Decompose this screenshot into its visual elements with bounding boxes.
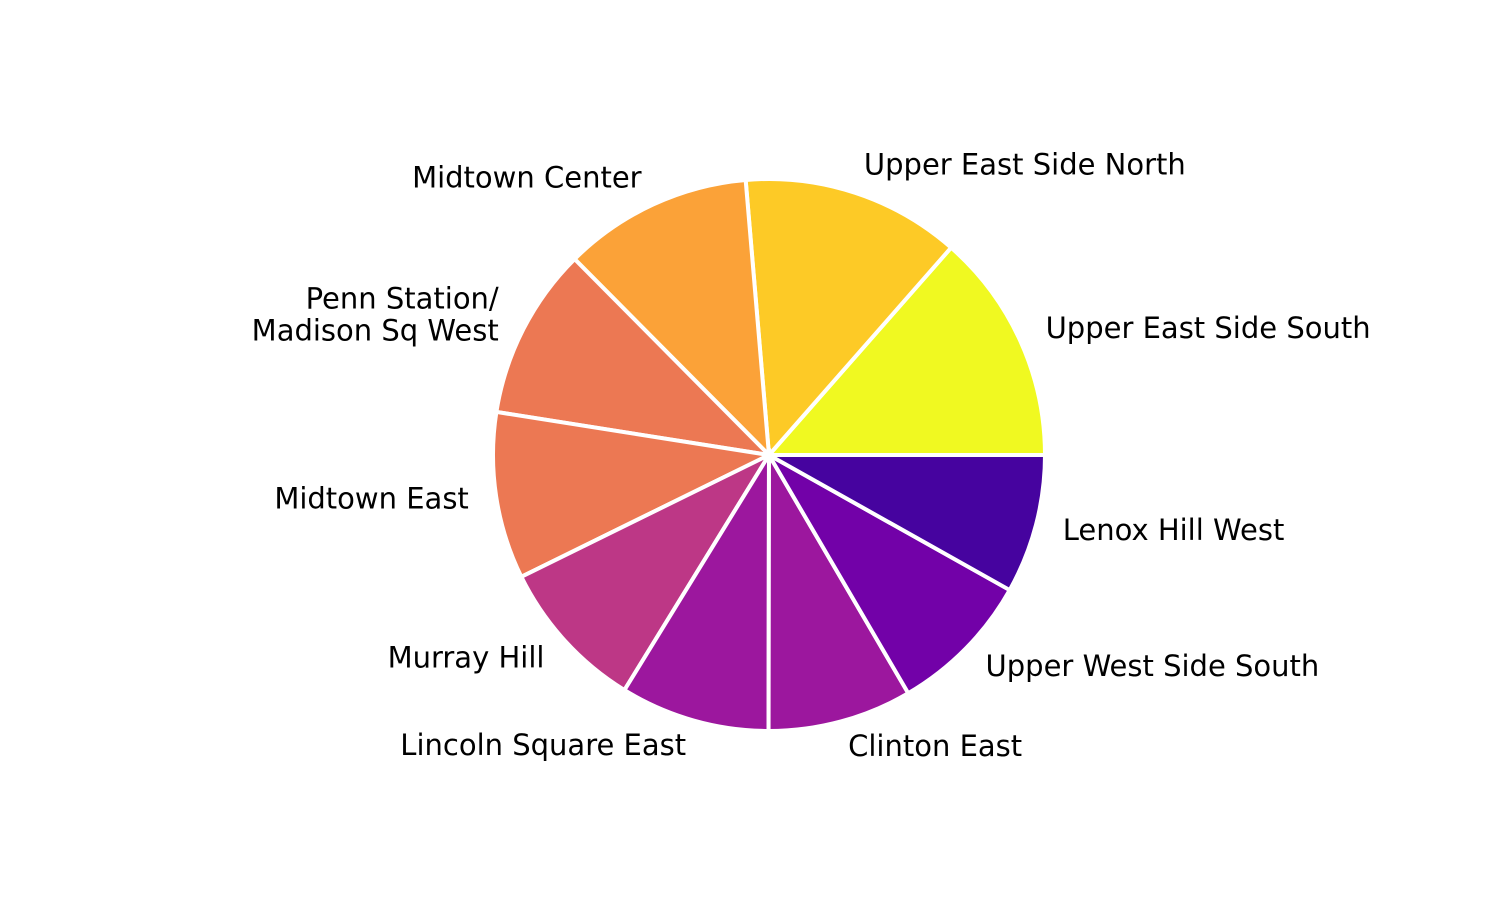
pie-slice-3: [494, 256, 775, 458]
pie-label-1: Upper East Side North: [864, 148, 1186, 182]
pie-label-line: Upper East Side South: [1046, 311, 1371, 345]
pie-labels: Upper East Side South Upper East Side Nor…: [252, 148, 1371, 763]
pie-slice-4: [491, 409, 776, 580]
pie-label-line: Midtown Center: [412, 160, 642, 194]
pie-label-6: Lincoln Square East: [400, 728, 686, 762]
pie-slice-1: [743, 177, 954, 460]
pie-slice-0: [764, 244, 1048, 457]
pie-label-line: Midtown East: [274, 481, 469, 515]
pie-slice-7: [766, 447, 912, 734]
pie-slice-5: [518, 450, 775, 693]
pie-label-8: Upper West Side South: [986, 649, 1320, 683]
pie-label-line: Lincoln Square East: [400, 728, 686, 762]
pie-label-line: Upper East Side North: [864, 148, 1186, 182]
pie-slice-6: [621, 447, 772, 734]
pie-label-line: Murray Hill: [388, 640, 545, 674]
pie-label-4: Midtown East: [274, 481, 469, 515]
pie-label-line: Lenox Hill West: [1063, 513, 1285, 547]
pie-label-5: Murray Hill: [388, 640, 545, 674]
pie-label-line: Penn Station/: [306, 282, 499, 316]
pie-slices: [491, 177, 1048, 734]
pie-label-0: Upper East Side South: [1046, 311, 1371, 345]
pie-label-9: Lenox Hill West: [1063, 513, 1285, 547]
pie-label-line: Clinton East: [848, 729, 1022, 763]
pie-slice-2: [571, 177, 772, 461]
pie-label-7: Clinton East: [848, 729, 1022, 763]
pie-label-line: Madison Sq West: [252, 314, 499, 348]
pie-slice-8: [763, 449, 1013, 697]
pie-slice-9: [761, 453, 1048, 593]
pie-label-2: Midtown Center: [412, 160, 642, 194]
pie-label-line: Upper West Side South: [986, 649, 1320, 683]
pie-label-3: Penn Station/Madison Sq West: [252, 282, 499, 348]
